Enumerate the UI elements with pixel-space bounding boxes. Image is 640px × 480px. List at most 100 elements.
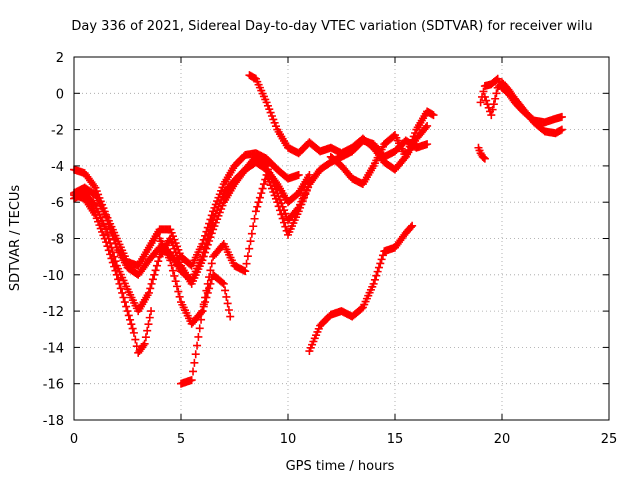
data-point <box>369 279 378 288</box>
y-tick-label: 0 <box>56 87 64 102</box>
data-point <box>376 259 385 268</box>
data-point <box>488 105 497 114</box>
data-point <box>114 275 123 284</box>
data-point <box>120 298 129 307</box>
data-point <box>206 266 215 275</box>
data-point <box>170 271 179 280</box>
data-point <box>274 202 283 211</box>
data-point <box>147 279 156 288</box>
data-point <box>129 328 138 337</box>
data-point <box>195 324 204 333</box>
data-point <box>378 251 387 260</box>
data-point <box>168 266 177 275</box>
data-point <box>269 115 278 124</box>
data-point <box>174 287 183 296</box>
data-point <box>312 331 321 340</box>
data-point <box>487 111 496 120</box>
data-point <box>241 267 250 276</box>
data-point <box>491 94 500 103</box>
data-point <box>224 306 233 315</box>
y-tick-label: -4 <box>51 160 64 175</box>
data-point <box>152 261 161 270</box>
data-point <box>255 193 264 202</box>
data-point <box>154 257 163 266</box>
data-point <box>103 229 112 238</box>
y-tick-label: -12 <box>43 305 64 320</box>
data-point <box>482 96 491 105</box>
data-point <box>102 238 111 247</box>
data-point <box>479 87 488 96</box>
data-point <box>263 101 272 110</box>
data-point <box>246 237 255 246</box>
data-point <box>107 254 116 263</box>
data-point <box>202 286 211 295</box>
data-point <box>277 210 286 219</box>
data-point <box>309 337 318 346</box>
data-point <box>147 307 156 316</box>
data-point <box>377 255 386 264</box>
y-tick-label: 2 <box>56 51 64 66</box>
grid <box>74 57 609 420</box>
data-point <box>189 367 198 376</box>
data-point <box>423 121 432 130</box>
data-point <box>132 342 141 351</box>
data-point <box>242 259 251 268</box>
data-point <box>423 140 432 149</box>
data-point <box>150 270 159 279</box>
x-tick-label: 0 <box>70 432 78 447</box>
data-point <box>144 288 153 297</box>
series-track-11 <box>480 78 566 138</box>
data-point <box>479 153 488 162</box>
data-point <box>124 311 133 320</box>
data-point <box>251 207 260 216</box>
data-point <box>476 98 485 107</box>
y-tick-label: -14 <box>43 341 64 356</box>
data-point <box>245 244 254 253</box>
data-point <box>313 327 322 336</box>
data-point <box>148 275 157 284</box>
axis-ticks: 0 5 10 15 20 25 -18 -16 -14 -12 -10 -8 -6 -4 -2 0 2 <box>43 51 618 447</box>
data-point <box>374 263 383 272</box>
data-point <box>143 326 152 335</box>
series-track-4 <box>70 190 156 357</box>
data-point <box>102 225 111 234</box>
data-point <box>190 358 199 367</box>
data-point <box>308 340 317 349</box>
data-point <box>171 277 180 286</box>
data-point <box>205 273 214 282</box>
data-point <box>226 312 235 321</box>
data-point <box>219 279 228 288</box>
data-point <box>116 284 125 293</box>
data-point <box>305 170 314 179</box>
data-point <box>166 256 175 265</box>
data-point <box>557 125 566 134</box>
data-point <box>294 170 303 179</box>
data-point <box>122 302 131 311</box>
data-point <box>306 343 315 352</box>
data-point <box>193 341 202 350</box>
data-point <box>167 261 176 270</box>
data-point <box>408 221 417 230</box>
data-point <box>254 198 263 207</box>
data-point <box>172 282 181 291</box>
data-point <box>305 347 314 356</box>
data-point <box>266 108 275 117</box>
data-point <box>191 350 200 359</box>
data-point <box>249 222 258 231</box>
data-point <box>257 189 266 198</box>
x-tick-label: 25 <box>601 432 618 447</box>
data-point <box>370 275 379 284</box>
data-point <box>108 258 117 267</box>
data-point <box>275 206 284 215</box>
data-point <box>111 266 120 275</box>
data-point <box>267 111 276 120</box>
data-point <box>201 293 210 302</box>
data-point <box>145 313 154 322</box>
series-track-8 <box>305 221 417 356</box>
y-tick-label: -16 <box>43 378 64 393</box>
data-point <box>480 92 489 101</box>
chart-title: Day 336 of 2021, Sidereal Day-to-day VTE… <box>71 19 592 34</box>
data-point <box>194 332 203 341</box>
data-point <box>106 250 115 259</box>
